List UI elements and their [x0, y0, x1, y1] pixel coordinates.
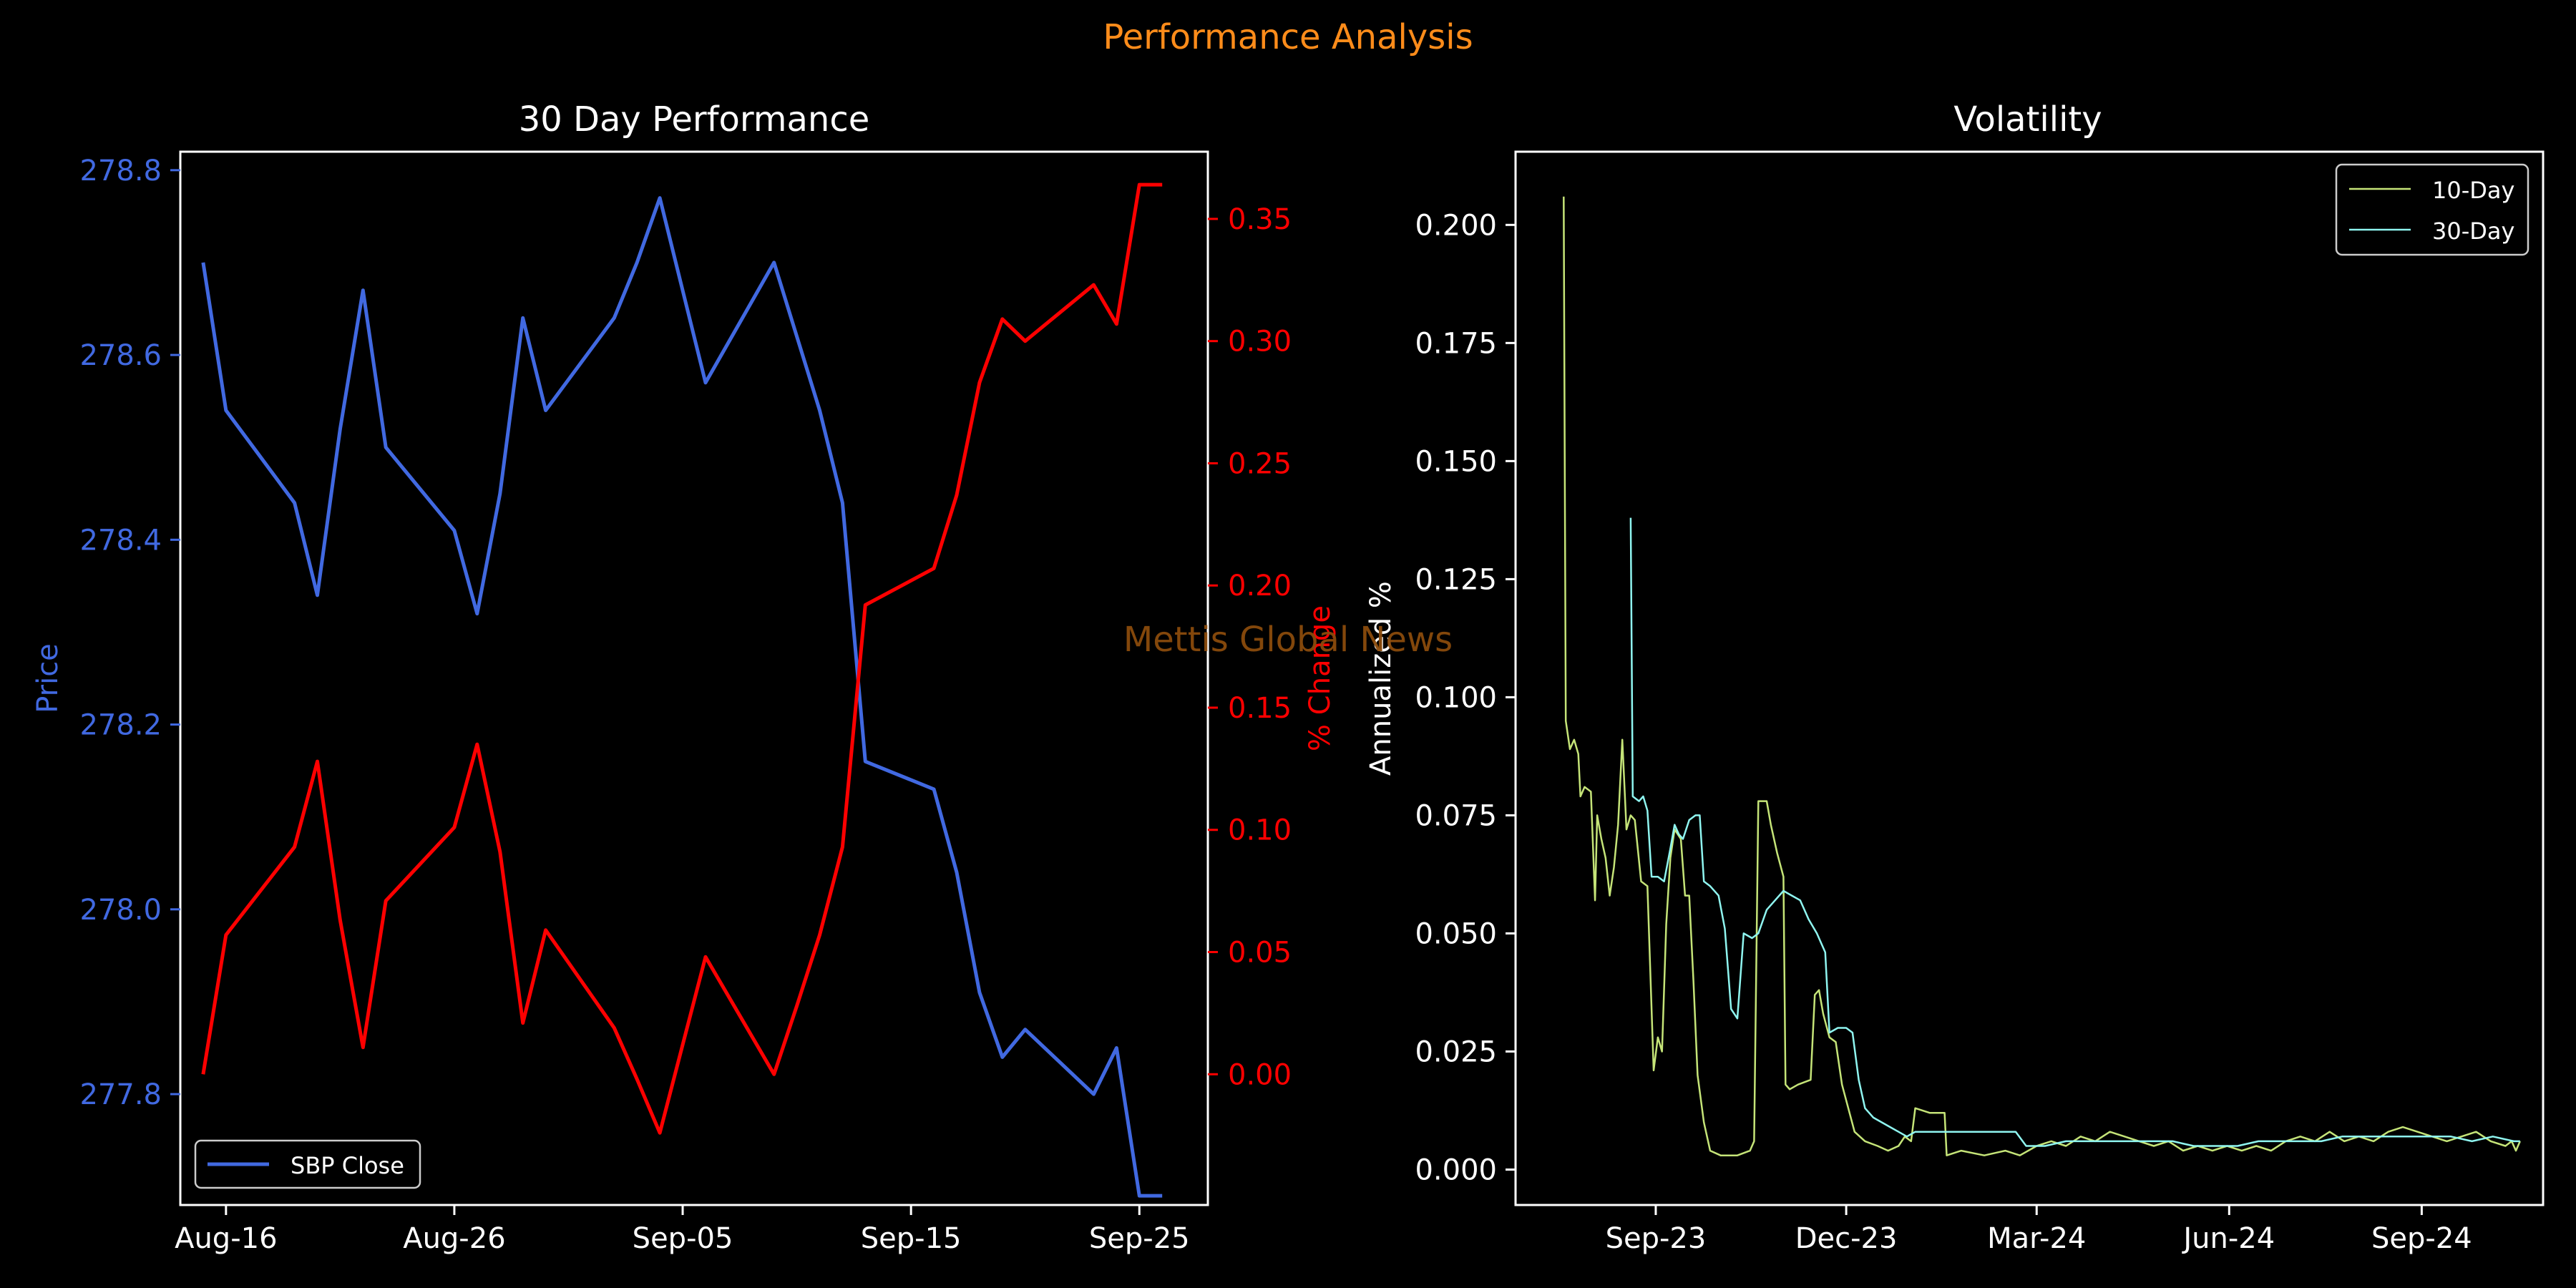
- series-line-10-day: [1563, 196, 2521, 1156]
- y-axis-change: 0.00 0.05 0.10 0.15 0.20 0.25 0.30 0.35: [1208, 203, 1292, 1091]
- legend-label-sbp-close: SBP Close: [291, 1152, 404, 1179]
- x-axis-right: Sep-23 Dec-23 Mar-24 Jun-24 Sep-24: [1606, 1205, 2472, 1255]
- y-tick-label: 0.35: [1228, 203, 1292, 236]
- x-tick-label: Sep-25: [1089, 1222, 1190, 1255]
- y-tick-label: 0.000: [1415, 1153, 1497, 1186]
- chart-title: Volatility: [1953, 99, 2102, 140]
- x-tick-label: Sep-05: [633, 1222, 733, 1255]
- x-tick-label: Sep-24: [2371, 1222, 2472, 1255]
- y-tick-label: 0.30: [1228, 326, 1292, 358]
- y-tick-label: 0.15: [1228, 692, 1292, 725]
- x-tick-label: Sep-15: [861, 1222, 962, 1255]
- series-line-sbp-close: [201, 196, 1163, 1198]
- y-axis-label-price: Price: [31, 643, 64, 713]
- y-tick-label: 0.050: [1415, 917, 1497, 950]
- y-axis-volatility: 0.000 0.025 0.050 0.075 0.100 0.125 0.150 0.175…: [1415, 209, 1516, 1186]
- y-tick-label: 278.0: [79, 894, 162, 927]
- x-axis-left: Aug-16 Aug-26 Sep-05 Sep-15 Sep-25: [175, 1205, 1190, 1255]
- legend-left: SBP Close: [194, 1139, 421, 1189]
- series-line-pct-change: [201, 182, 1163, 1135]
- vol10-series-group: [1563, 196, 2521, 1156]
- chart-title: 30 Day Performance: [519, 99, 870, 140]
- legend-label-10-day: 10-Day: [2432, 177, 2514, 204]
- x-tick-label: Aug-16: [175, 1222, 277, 1255]
- series-line-30-day: [1629, 517, 2520, 1147]
- y-tick-label: 278.8: [79, 155, 162, 187]
- y-axis-price: 277.8 278.0 278.2 278.4 278.6 278.8: [79, 155, 180, 1111]
- legend-box: [194, 1139, 421, 1189]
- price-series-group: [201, 196, 1163, 1198]
- legend-label-30-day: 30-Day: [2432, 218, 2514, 245]
- figure-suptitle: Performance Analysis: [1103, 17, 1473, 57]
- y-tick-label: 0.05: [1228, 937, 1292, 970]
- y-tick-label: 0.00: [1228, 1058, 1292, 1091]
- y-tick-label: 278.2: [79, 709, 162, 742]
- legend-right: 10-Day 30-Day: [2335, 163, 2529, 256]
- y-tick-label: 0.125: [1415, 563, 1497, 596]
- watermark-text: Mettis Global News: [1123, 620, 1453, 660]
- plot-frame-right: [1514, 150, 2545, 1206]
- x-tick-label: Aug-26: [403, 1222, 505, 1255]
- y-tick-label: 0.25: [1228, 447, 1292, 480]
- x-tick-label: Mar-24: [1987, 1222, 2086, 1255]
- vol30-series-group: [1629, 517, 2520, 1147]
- y-axis-label-volatility: Annualized %: [1365, 581, 1397, 776]
- y-tick-label: 0.20: [1228, 570, 1292, 602]
- y-tick-label: 277.8: [79, 1078, 162, 1111]
- y-tick-label: 278.6: [79, 339, 162, 372]
- y-axis-label-change: % Change: [1304, 605, 1337, 751]
- chart-30-day-performance: 30 Day Performance Aug-16 Aug-26 Sep-05 Sep…: [31, 99, 1337, 1255]
- x-tick-label: Dec-23: [1795, 1222, 1898, 1255]
- chart-volatility: Volatility Sep-23 Dec-23 Mar-24 Jun-24 Sep-2…: [1365, 99, 2545, 1255]
- y-tick-label: 0.10: [1228, 814, 1292, 847]
- legend-box: [2335, 163, 2529, 256]
- y-tick-label: 0.175: [1415, 327, 1497, 360]
- y-tick-label: 278.4: [79, 524, 162, 557]
- plot-frame-left: [179, 150, 1209, 1206]
- y-tick-label: 0.200: [1415, 209, 1497, 242]
- x-tick-label: Sep-23: [1606, 1222, 1707, 1255]
- y-tick-label: 0.075: [1415, 799, 1497, 832]
- change-series-group: [201, 182, 1163, 1135]
- y-tick-label: 0.150: [1415, 445, 1497, 478]
- y-tick-label: 0.100: [1415, 681, 1497, 714]
- x-tick-label: Jun-24: [2181, 1222, 2275, 1255]
- y-tick-label: 0.025: [1415, 1035, 1497, 1068]
